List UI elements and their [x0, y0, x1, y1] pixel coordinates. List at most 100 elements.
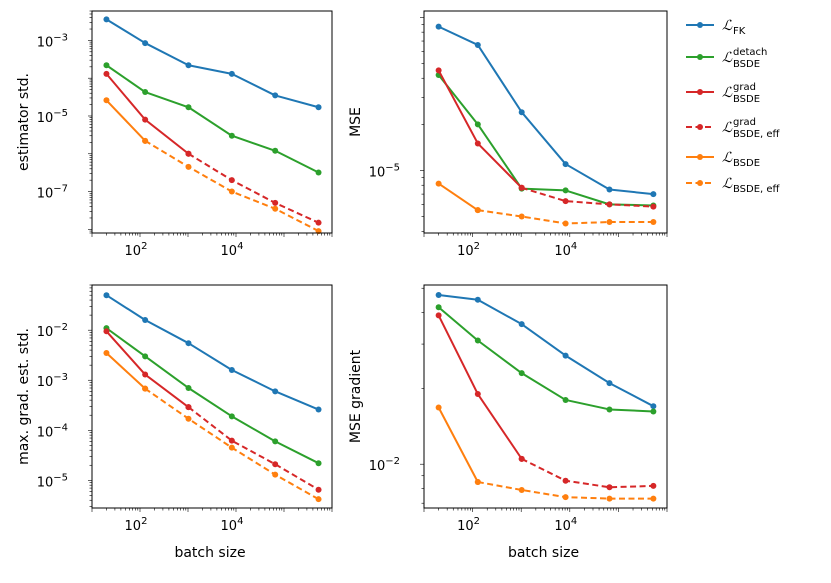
- legend-sub: BSDE: [733, 158, 760, 169]
- series-line: [105, 330, 190, 408]
- data-point: [474, 207, 481, 214]
- series-fk: [435, 23, 657, 198]
- data-point: [272, 147, 279, 154]
- series-line: [105, 64, 319, 174]
- data-point: [228, 188, 235, 195]
- series-bsde: [435, 404, 481, 485]
- series-bsde_grad_eff: [185, 404, 322, 493]
- data-point: [435, 404, 442, 411]
- data-point: [103, 16, 110, 23]
- axes-frame: [91, 284, 333, 509]
- data-point: [435, 312, 442, 319]
- x-axis-label: batch size: [174, 545, 245, 561]
- x-tick-label: 104: [221, 516, 244, 534]
- data-point: [228, 444, 235, 451]
- data-point: [562, 396, 569, 403]
- data-point: [103, 70, 110, 77]
- series-line: [105, 18, 319, 109]
- series-bsde_detach: [435, 304, 657, 415]
- data-point: [272, 92, 279, 99]
- data-point: [142, 316, 149, 323]
- data-point: [435, 291, 442, 298]
- data-point: [474, 296, 481, 303]
- series-bsde_detach: [103, 325, 322, 467]
- data-point: [185, 163, 192, 170]
- axes-frame: [423, 10, 668, 234]
- data-point: [315, 486, 322, 493]
- data-point: [606, 186, 613, 193]
- data-point: [272, 438, 279, 445]
- x-tick-label: 102: [125, 516, 148, 534]
- data-point: [518, 109, 525, 116]
- minor-ticks: [88, 10, 333, 237]
- legend-sup: grad: [733, 82, 756, 93]
- series-line: [437, 306, 654, 413]
- y-axis-label: MSE gradient: [348, 349, 364, 443]
- data-point: [606, 406, 613, 413]
- y-tick-label: 10−5: [369, 162, 400, 180]
- legend-label: ℒ: [722, 18, 733, 34]
- series-line: [521, 457, 654, 489]
- x-tick-label: 104: [554, 516, 577, 534]
- data-point: [315, 219, 322, 226]
- series-line: [105, 99, 146, 142]
- data-point: [315, 406, 322, 413]
- axes-frame: [91, 10, 333, 234]
- x-tick-label: 102: [125, 241, 148, 259]
- data-point: [228, 437, 235, 444]
- series-bsde_eff: [474, 478, 657, 502]
- legend-sub: FK: [733, 26, 746, 37]
- legend-marker: [697, 89, 703, 95]
- data-point: [103, 62, 110, 69]
- data-point: [142, 40, 149, 47]
- series-bsde: [435, 180, 481, 214]
- series-line: [521, 186, 654, 208]
- panel-top-right: 102 104 10−5 MSE: [348, 10, 668, 259]
- series-line: [105, 294, 319, 411]
- data-point: [562, 198, 569, 205]
- legend-label: ℒ: [722, 50, 733, 66]
- data-point: [474, 391, 481, 398]
- series-bsde_grad: [103, 70, 192, 157]
- legend-sub: BSDE, eff: [733, 129, 781, 140]
- y-tick-label: 10−3: [37, 372, 68, 390]
- y-axis-label: max. grad. est. std.: [16, 328, 32, 465]
- legend-entry-bsde_eff: ℒ BSDE, eff: [686, 176, 781, 195]
- x-tick-label: 104: [221, 241, 244, 259]
- data-point: [562, 220, 569, 227]
- legend-label: ℒ: [722, 120, 733, 136]
- data-point: [606, 380, 613, 387]
- data-point: [185, 150, 192, 157]
- data-point: [518, 213, 525, 220]
- data-point: [315, 496, 322, 503]
- legend-marker: [697, 154, 703, 160]
- data-point: [650, 403, 657, 410]
- data-point: [474, 140, 481, 147]
- data-point: [435, 180, 442, 187]
- data-point: [518, 321, 525, 328]
- data-point: [142, 116, 149, 123]
- y-tick-label: 10−4: [37, 422, 68, 440]
- series-bsde_grad: [435, 312, 525, 462]
- data-point: [435, 67, 442, 74]
- series-line: [438, 182, 479, 211]
- series-line: [437, 407, 479, 483]
- x-tick-label: 102: [457, 516, 480, 534]
- data-point: [142, 385, 149, 392]
- data-point: [142, 89, 149, 96]
- series-line: [105, 352, 146, 390]
- data-point: [650, 495, 657, 502]
- series-line: [438, 294, 654, 408]
- legend-label: ℒ: [722, 85, 733, 101]
- data-point: [650, 203, 657, 210]
- legend-label: ℒ: [722, 176, 733, 192]
- y-axis-label: estimator std.: [16, 73, 32, 171]
- data-point: [650, 408, 657, 415]
- series-line: [105, 327, 319, 465]
- data-point: [562, 477, 569, 484]
- data-point: [315, 169, 322, 176]
